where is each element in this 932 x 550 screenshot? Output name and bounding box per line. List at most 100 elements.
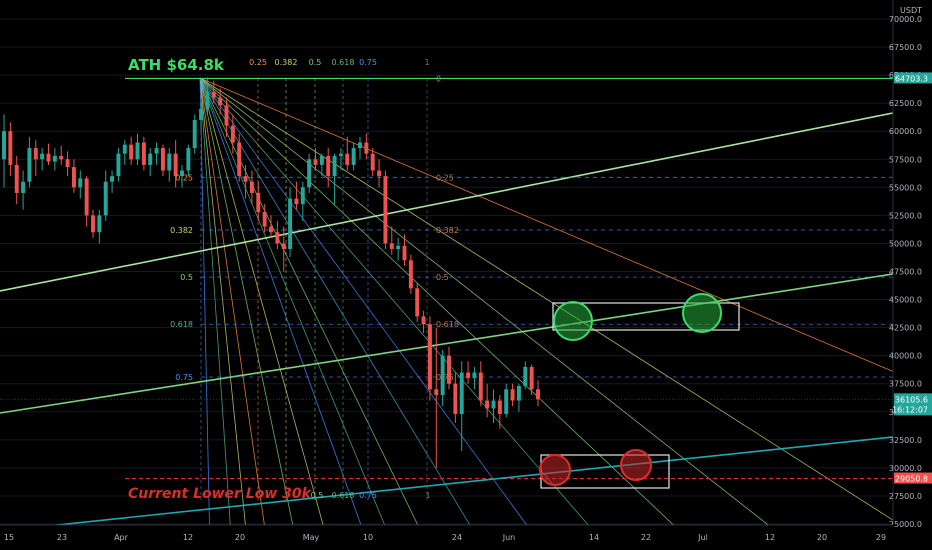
fib-label-top: 0.75 (359, 58, 377, 67)
lower-low-price-label-bg (894, 472, 932, 484)
x-tick-label: 12 (765, 533, 775, 542)
fib-label-left: 0.618 (170, 320, 193, 329)
candle-body (46, 153, 51, 162)
x-tick-label: Jul (697, 533, 708, 542)
fib-fan-line (199, 77, 801, 550)
candle-body (478, 372, 483, 401)
candle-body (262, 212, 267, 227)
candle-body (383, 176, 388, 244)
fib-fan-line (199, 77, 269, 550)
currency-label: USDT (900, 6, 922, 15)
candle-body (65, 159, 70, 168)
fib-fan-line (199, 77, 249, 550)
candle-body (40, 153, 45, 160)
candles-layer (2, 77, 540, 468)
candle-body (97, 215, 102, 233)
candle-body (319, 155, 324, 165)
candle-body (427, 324, 432, 390)
lower-low-annotation: Current Lower Low 30k (128, 486, 313, 502)
candle-body (516, 385, 521, 401)
fib-label-bottom: 0.5 (311, 491, 324, 500)
x-tick-label: 20 (235, 533, 245, 542)
candle-body (52, 155, 57, 162)
lower-trendline (0, 436, 894, 532)
candle-body (370, 153, 375, 171)
candle-body (345, 153, 350, 165)
candle-body (141, 142, 146, 165)
fib-label-left: 0.75 (175, 373, 193, 382)
y-tick-label: 67500.0 (889, 43, 922, 52)
fib-label-top: 0.25 (249, 58, 267, 67)
fib-label-mid: 1 (425, 491, 430, 500)
x-tick-label: May (303, 533, 320, 542)
y-tick-label: 62500.0 (889, 99, 922, 108)
price-axis[interactable]: USDT25000.027500.030000.032500.035000.03… (889, 0, 932, 550)
candle-body (269, 226, 273, 233)
candle-body (338, 153, 343, 156)
candle-body (275, 232, 280, 244)
candle-body (148, 153, 153, 165)
fib-fan-line (199, 77, 211, 550)
x-tick-label: 23 (57, 533, 67, 542)
fib-label-mid: 0.618 (436, 320, 459, 329)
current-price-label-bg (894, 393, 932, 416)
candle-body (294, 198, 299, 205)
fib-fan-line (199, 77, 396, 550)
candle-body (536, 389, 540, 400)
resistance-zone (552, 302, 740, 331)
candle-body (71, 167, 76, 188)
upper-trendline (0, 112, 894, 292)
candle-body (326, 155, 331, 177)
fib-fan-line (199, 77, 546, 550)
y-tick-label: 25000.0 (889, 520, 922, 529)
x-tick-label: Apr (114, 533, 129, 542)
candle-body (408, 260, 413, 289)
candle-body (27, 148, 32, 182)
time-axis[interactable]: 15 23 Apr 12 20 May 10 24 Jun 14 22 Jul 12 20 29 (0, 524, 893, 550)
candle-body (173, 153, 178, 177)
candle-body (459, 372, 464, 415)
y-tick-label: 45000.0 (889, 296, 922, 305)
candle-body (8, 131, 13, 165)
target-circle-green (553, 301, 593, 341)
candle-body (358, 142, 362, 149)
candle-body (33, 148, 38, 160)
candle-body (167, 153, 172, 171)
candle-body (364, 142, 369, 154)
candle-body (199, 108, 204, 120)
price-axis-bg (893, 0, 932, 550)
fib-levels-layer (200, 78, 893, 500)
candle-body (332, 155, 337, 177)
candle-body (396, 245, 401, 250)
candle-body (402, 245, 407, 261)
candle-body (491, 400, 496, 409)
y-tick-label: 40000.0 (889, 352, 922, 361)
fib-fan-line (199, 77, 932, 389)
candle-body (281, 243, 286, 250)
y-tick-label: 55000.0 (889, 183, 922, 192)
candle-body (180, 170, 184, 177)
candle-body (510, 389, 515, 401)
candle-body (59, 155, 64, 160)
fib-label-mid: 0.5 (436, 273, 449, 282)
candle-body (110, 176, 115, 182)
y-tick-label: 60000.0 (889, 127, 922, 136)
x-tick-label: 24 (452, 533, 462, 542)
candle-body (224, 105, 229, 126)
candle-body (389, 243, 394, 250)
fib-label-mid: 0.75 (436, 373, 454, 382)
candle-body (218, 97, 223, 106)
fib-label-top: 0.618 (332, 58, 355, 67)
y-tick-label: 50000.0 (889, 239, 922, 248)
x-tick-label: 29 (876, 533, 886, 542)
y-tick-label: 30000.0 (889, 464, 922, 473)
fib-label-top: 0.5 (309, 58, 322, 67)
candle-body (485, 400, 490, 409)
candle-body (122, 144, 127, 154)
candle-body (186, 148, 191, 171)
candle-body (84, 178, 89, 216)
candle-body (135, 142, 140, 160)
x-tick-label: 12 (183, 533, 193, 542)
